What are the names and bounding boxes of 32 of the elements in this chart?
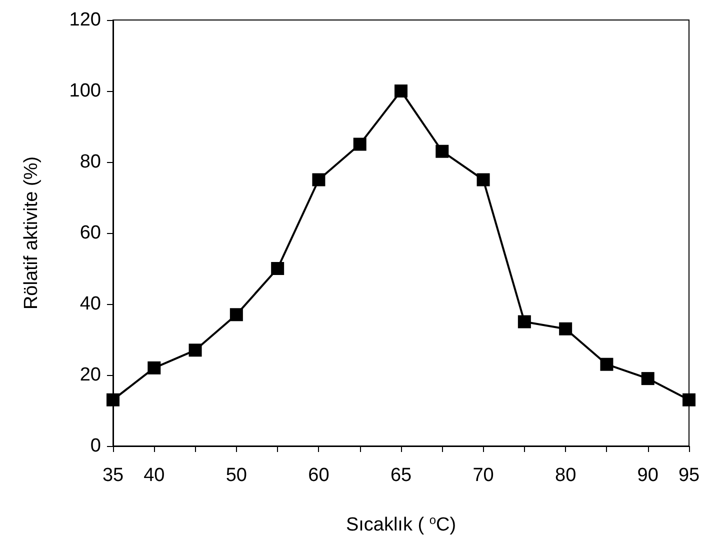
point xyxy=(641,372,654,386)
point xyxy=(682,393,696,406)
point xyxy=(188,344,202,357)
point xyxy=(271,262,284,275)
point xyxy=(148,361,161,374)
y-tick-label: 20 xyxy=(80,364,101,386)
point xyxy=(230,308,243,322)
x-tick-label: 80 xyxy=(555,465,576,486)
y-tick-label: 60 xyxy=(80,222,101,244)
x-tick-label: 95 xyxy=(678,465,700,486)
y-tick-label: 80 xyxy=(80,152,101,172)
x-tick-label: 50 xyxy=(226,465,247,486)
y-tick-label: 0 xyxy=(90,436,101,456)
point xyxy=(312,173,326,186)
y-tick-label: 120 xyxy=(69,10,101,30)
point xyxy=(518,315,531,328)
x-tick-label: 70 xyxy=(472,465,494,486)
point xyxy=(600,358,614,371)
x-tick-label: 60 xyxy=(308,465,330,486)
x-tick-label: 40 xyxy=(144,465,165,486)
point xyxy=(353,138,366,151)
point xyxy=(559,322,572,336)
point xyxy=(436,144,449,158)
y-tick-label: 40 xyxy=(80,294,101,314)
y-tick-label: 100 xyxy=(69,80,101,102)
y-axis-title: Rölatif aktivite (%) xyxy=(21,156,42,310)
x-tick-label: 65 xyxy=(390,465,412,486)
point xyxy=(476,173,490,186)
x-tick-label: 90 xyxy=(637,465,658,486)
point xyxy=(106,393,120,406)
x-tick-label: 35 xyxy=(102,465,124,486)
point xyxy=(394,84,408,98)
